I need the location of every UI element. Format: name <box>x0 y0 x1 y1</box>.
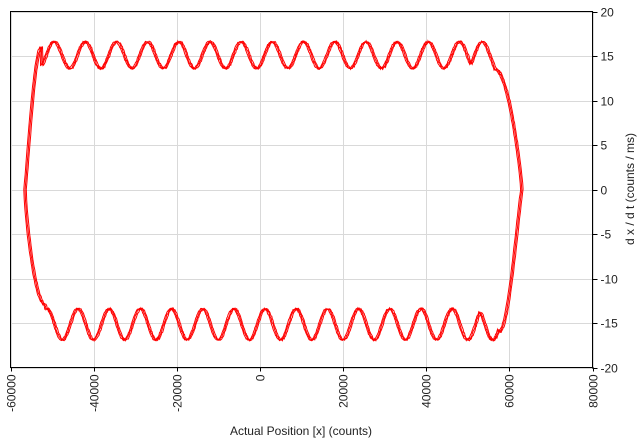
y-tick-label: 20 <box>601 6 615 20</box>
grid-lines <box>10 11 594 369</box>
x-tick-label: -60000 <box>5 374 19 412</box>
y-tick-label: 10 <box>601 95 615 109</box>
y-axis-ticks: 20 15 10 5 0 -5 -10 -15 -20 <box>592 6 619 376</box>
y-tick-label: 15 <box>601 50 615 64</box>
x-tick-label: 80000 <box>587 374 601 408</box>
x-tick-label: 40000 <box>420 374 434 408</box>
x-axis-title: Actual Position [x] (counts) <box>230 424 372 438</box>
y-tick-label: -5 <box>601 228 612 242</box>
velocity-trace <box>23 40 522 342</box>
velocity-trace <box>25 39 524 342</box>
x-tick-label: 20000 <box>337 374 351 408</box>
x-axis-ticks: -60000 -40000 -20000 0 20000 40000 60000 80000 <box>5 367 601 412</box>
y-axis-title: d x / d t (counts / ms) <box>623 133 637 245</box>
velocity-trace <box>24 39 523 343</box>
x-tick-label: 60000 <box>503 374 517 408</box>
x-tick-label: 0 <box>254 374 268 381</box>
y-tick-label: -10 <box>601 273 619 287</box>
y-tick-label: 0 <box>601 184 608 198</box>
velocity-position-curve <box>23 39 524 343</box>
y-tick-label: 5 <box>601 139 608 153</box>
y-tick-label: -20 <box>601 362 619 376</box>
x-tick-label: -40000 <box>88 374 102 412</box>
plot-frame <box>10 11 593 368</box>
x-tick-label: -20000 <box>171 374 185 412</box>
y-tick-label: -15 <box>601 317 619 331</box>
